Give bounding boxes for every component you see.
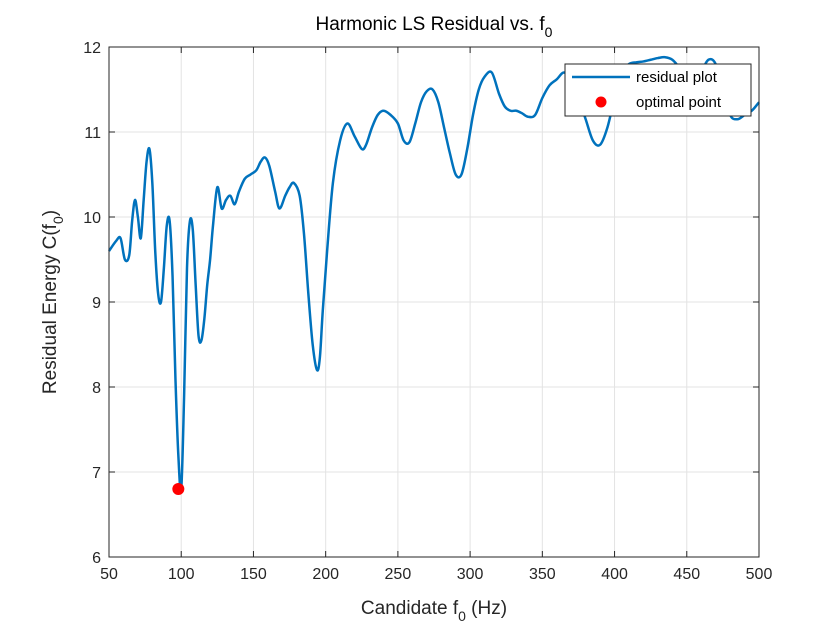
chart-title-subscript: 0 [545, 24, 553, 40]
y-axis-label-post: ) [40, 210, 61, 216]
x-tick-label: 400 [601, 566, 628, 583]
x-axis-label-post: (Hz) [466, 598, 507, 619]
chart-title-main: Harmonic LS Residual vs. f [316, 14, 546, 35]
legend-label-residual: residual plot [636, 69, 718, 86]
y-axis-label-pre: Residual Energy C(f [40, 223, 61, 394]
x-tick-label: 200 [312, 566, 339, 583]
optimal-point-marker [172, 483, 185, 495]
x-tick-label: 150 [240, 566, 267, 583]
x-axis-label-pre: Candidate f [361, 598, 459, 619]
y-tick-label: 8 [92, 380, 101, 397]
legend-label-optimal: optimal point [636, 94, 722, 111]
x-tick-label: 500 [746, 566, 773, 583]
legend: residual plot optimal point [564, 63, 752, 117]
x-tick-label: 50 [100, 566, 118, 583]
y-tick-label: 11 [84, 125, 101, 142]
legend-box [564, 63, 752, 117]
x-tick-label: 450 [673, 566, 700, 583]
x-tick-label: 300 [457, 566, 484, 583]
legend-marker-swatch [595, 96, 607, 108]
y-tick-label: 12 [83, 40, 101, 57]
y-tick-label: 9 [92, 295, 101, 312]
residual-line [107, 55, 760, 493]
x-axis-label: Candidate f0 (Hz) [361, 598, 507, 624]
x-tick-label: 100 [168, 566, 195, 583]
x-tick-label: 250 [385, 566, 412, 583]
y-tick-label: 6 [92, 550, 101, 567]
ticks: 50 100 150 200 250 300 350 400 450 500 6 7 8 9 10 11 12 [83, 40, 772, 583]
data-layer [107, 55, 760, 495]
x-axis-label-subscript: 0 [458, 608, 466, 624]
y-tick-label: 10 [83, 210, 101, 227]
y-tick-label: 7 [92, 465, 101, 482]
y-axis-label-subscript: 0 [50, 216, 66, 224]
y-axis-label: Residual Energy C(f0) [40, 210, 66, 394]
x-tick-label: 350 [529, 566, 556, 583]
chart-title: Harmonic LS Residual vs. f0 [316, 14, 553, 40]
